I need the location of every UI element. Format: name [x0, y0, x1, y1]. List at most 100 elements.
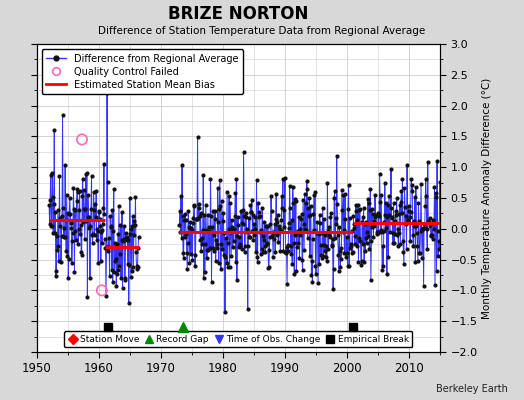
- Point: [341, 216, 350, 222]
- Point: [349, 213, 357, 220]
- Point: [130, 218, 138, 224]
- Point: [358, 218, 366, 225]
- Point: [52, 267, 61, 274]
- Point: [394, 242, 402, 249]
- Point: [333, 201, 342, 208]
- Point: [362, 218, 370, 225]
- Point: [310, 192, 318, 198]
- Point: [99, 221, 107, 228]
- Point: [396, 241, 405, 248]
- Point: [190, 203, 199, 209]
- Point: [342, 233, 351, 240]
- Point: [228, 244, 237, 250]
- Point: [62, 192, 71, 198]
- Point: [226, 200, 234, 206]
- Point: [433, 158, 441, 164]
- Point: [191, 263, 199, 269]
- Point: [188, 227, 196, 234]
- Point: [128, 222, 137, 229]
- Point: [391, 208, 400, 215]
- Point: [61, 162, 69, 168]
- Text: Difference of Station Temperature Data from Regional Average: Difference of Station Temperature Data f…: [99, 26, 425, 36]
- Point: [83, 170, 91, 176]
- Point: [258, 205, 266, 211]
- Point: [93, 226, 102, 232]
- Point: [101, 245, 110, 251]
- Point: [416, 250, 424, 256]
- Point: [435, 246, 443, 252]
- Point: [275, 228, 283, 235]
- Point: [309, 211, 318, 217]
- Point: [97, 226, 106, 233]
- Point: [281, 175, 289, 181]
- Point: [289, 184, 297, 190]
- Point: [270, 221, 279, 227]
- Point: [328, 242, 336, 248]
- Point: [271, 249, 279, 256]
- Point: [417, 226, 425, 232]
- Point: [318, 230, 326, 237]
- Point: [414, 200, 423, 206]
- Point: [288, 216, 296, 223]
- Point: [245, 215, 253, 222]
- Point: [184, 208, 192, 214]
- Point: [250, 232, 259, 238]
- Point: [91, 201, 100, 208]
- Point: [227, 253, 235, 259]
- Point: [358, 213, 367, 220]
- Point: [78, 252, 86, 258]
- Point: [228, 224, 236, 230]
- Point: [213, 240, 221, 247]
- Point: [389, 200, 398, 206]
- Point: [112, 283, 121, 289]
- Point: [362, 235, 370, 241]
- Point: [233, 232, 242, 239]
- Y-axis label: Monthly Temperature Anomaly Difference (°C): Monthly Temperature Anomaly Difference (…: [482, 77, 492, 319]
- Point: [318, 255, 326, 261]
- Point: [84, 214, 93, 220]
- Point: [231, 190, 239, 196]
- Point: [266, 221, 275, 228]
- Point: [354, 258, 363, 265]
- Point: [82, 218, 91, 224]
- Point: [234, 222, 243, 228]
- Point: [224, 240, 232, 246]
- Point: [403, 162, 411, 168]
- Point: [256, 251, 265, 257]
- Point: [392, 195, 401, 202]
- Point: [64, 256, 73, 262]
- Point: [425, 220, 433, 226]
- Point: [249, 212, 257, 218]
- Point: [207, 213, 215, 220]
- Point: [375, 229, 383, 236]
- Point: [285, 225, 293, 231]
- Point: [363, 228, 372, 235]
- Point: [111, 258, 119, 264]
- Point: [243, 229, 251, 236]
- Point: [420, 225, 429, 231]
- Point: [350, 225, 358, 232]
- Point: [379, 263, 387, 270]
- Point: [220, 230, 228, 236]
- Point: [241, 249, 249, 256]
- Point: [215, 176, 224, 183]
- Point: [119, 236, 128, 242]
- Point: [353, 242, 361, 249]
- Point: [113, 270, 122, 277]
- Point: [355, 235, 364, 241]
- Point: [298, 256, 306, 263]
- Point: [416, 227, 424, 234]
- Point: [248, 196, 256, 203]
- Point: [97, 229, 105, 235]
- Point: [402, 213, 410, 219]
- Point: [335, 247, 344, 254]
- Point: [58, 213, 66, 220]
- Point: [367, 238, 376, 244]
- Point: [385, 193, 393, 199]
- Point: [179, 250, 187, 256]
- Point: [94, 260, 102, 266]
- Point: [428, 232, 436, 238]
- Point: [201, 240, 210, 247]
- Point: [276, 248, 285, 254]
- Point: [93, 228, 102, 234]
